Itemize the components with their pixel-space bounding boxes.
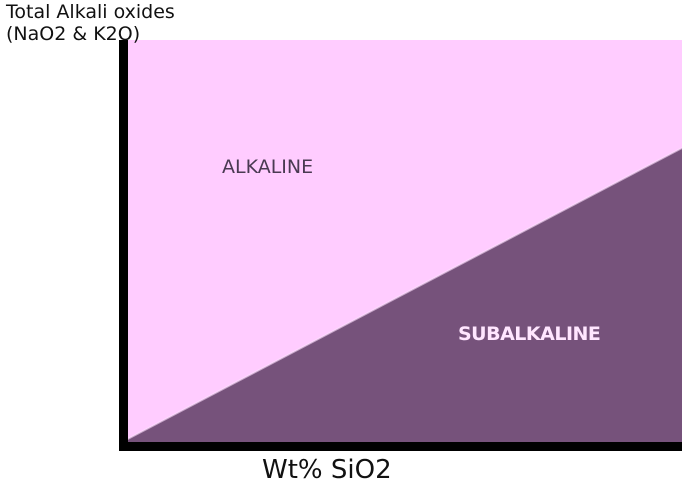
y-axis-title-line1: Total Alkali oxides [6,1,175,23]
y-axis [119,40,128,451]
subalkaline-label: SUBALKALINE [458,323,601,345]
x-axis-title: Wt% SiO2 [262,455,392,485]
y-axis-title-line2: (NaO2 & K2O) [6,23,141,45]
y-axis-title: Total Alkali oxides (NaO2 & K2O) [6,1,175,45]
field-boundary [123,147,683,442]
x-axis [119,442,682,451]
alkaline-field [124,40,682,441]
alkaline-label: ALKALINE [222,156,314,178]
